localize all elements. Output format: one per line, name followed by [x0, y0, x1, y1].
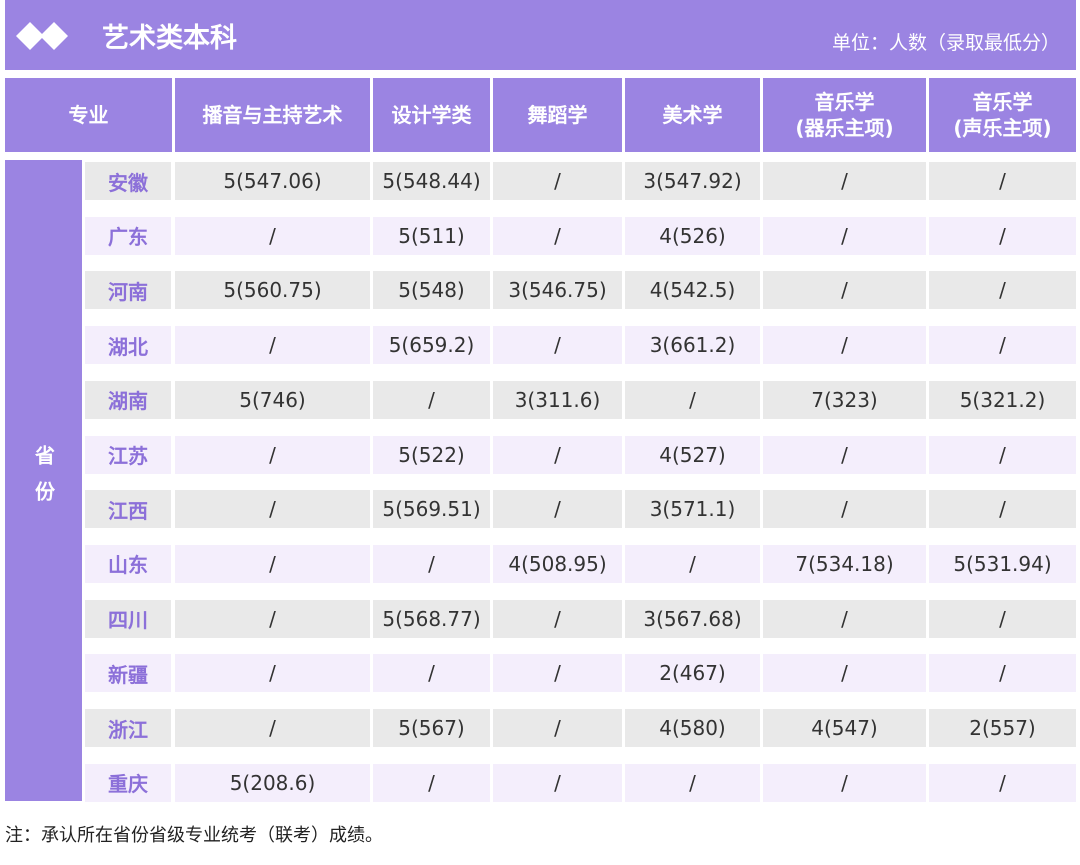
table-cell: 4(527) — [625, 435, 760, 474]
table-cell: / — [929, 599, 1076, 638]
table-cell: / — [929, 490, 1076, 529]
table-cell: 5(531.94) — [929, 544, 1076, 583]
diamond-icon — [16, 22, 68, 50]
table-cell: 5(746) — [175, 380, 370, 419]
table-cell: 3(547.92) — [625, 162, 760, 200]
province: 江西 — [85, 490, 171, 529]
table-cell: / — [175, 216, 370, 255]
table-cell: / — [929, 271, 1076, 310]
province: 新疆 — [85, 654, 171, 693]
table-cell: / — [929, 162, 1076, 200]
table-cell: / — [929, 435, 1076, 474]
table-cell: / — [763, 326, 926, 365]
table-cell: 4(542.5) — [625, 271, 760, 310]
column-header: 音乐学 (器乐主项) — [763, 78, 926, 152]
table-cell: 5(659.2) — [373, 326, 490, 365]
table-cell: / — [373, 380, 490, 419]
province: 湖南 — [85, 380, 171, 419]
table-cell: 2(557) — [929, 709, 1076, 747]
table-cell: / — [929, 326, 1076, 365]
corner-header: 专业 — [5, 78, 172, 152]
table-cell: 5(321.2) — [929, 380, 1076, 419]
table-cell: / — [175, 326, 370, 365]
table-cell: / — [625, 380, 760, 419]
table-cell: 4(547) — [763, 709, 926, 747]
table-cell: / — [493, 216, 622, 255]
table-cell: / — [175, 709, 370, 747]
table-cell: / — [373, 654, 490, 693]
column-header: 舞蹈学 — [493, 78, 622, 152]
table-cell: / — [763, 599, 926, 638]
table-cell: / — [763, 271, 926, 310]
table-cell: / — [493, 326, 622, 365]
table-cell: / — [625, 763, 760, 802]
table-cell: / — [929, 654, 1076, 693]
province: 湖北 — [85, 326, 171, 365]
province: 山东 — [85, 544, 171, 583]
column-header: 美术学 — [625, 78, 760, 152]
province: 重庆 — [85, 763, 171, 802]
table-cell: / — [493, 435, 622, 474]
table-cell: 7(323) — [763, 380, 926, 419]
province: 安徽 — [85, 162, 171, 200]
column-header: 音乐学 (声乐主项) — [929, 78, 1076, 152]
table-cell: 3(571.1) — [625, 490, 760, 529]
table-cell: / — [763, 490, 926, 529]
table-cell: / — [373, 544, 490, 583]
table-cell: 5(511) — [373, 216, 490, 255]
province: 浙江 — [85, 709, 171, 747]
table-cell: / — [929, 763, 1076, 802]
province: 广东 — [85, 216, 171, 255]
table-cell: 4(526) — [625, 216, 760, 255]
table-cell: / — [929, 216, 1076, 255]
table-cell: / — [493, 490, 622, 529]
table-cell: 5(567) — [373, 709, 490, 747]
table-cell: 5(569.51) — [373, 490, 490, 529]
title: 艺术类本科 — [102, 22, 237, 54]
table-cell: / — [373, 763, 490, 802]
table-cell: 5(568.77) — [373, 599, 490, 638]
province: 四川 — [85, 599, 171, 638]
table-cell: / — [493, 763, 622, 802]
table-cell: 7(534.18) — [763, 544, 926, 583]
table-cell: / — [763, 216, 926, 255]
table-cell: 2(467) — [625, 654, 760, 693]
table-cell: 4(580) — [625, 709, 760, 747]
table-cell: 3(661.2) — [625, 326, 760, 365]
table-cell: / — [175, 435, 370, 474]
table-cell: 5(548) — [373, 271, 490, 310]
column-header: 设计学类 — [373, 78, 490, 152]
footer-note: 注：承认所在省份省级专业统考（联考）成绩。 — [5, 825, 383, 846]
table-cell: / — [493, 162, 622, 200]
table-cell: / — [763, 654, 926, 693]
table-cell: / — [175, 544, 370, 583]
table-cell: 5(208.6) — [175, 763, 370, 802]
table-cell: 3(311.6) — [493, 380, 622, 419]
table-cell: / — [175, 654, 370, 693]
table-cell: 5(522) — [373, 435, 490, 474]
table-cell: / — [763, 162, 926, 200]
table-cell: 4(508.95) — [493, 544, 622, 583]
table-cell: 5(547.06) — [175, 162, 370, 200]
table-cell: 5(548.44) — [373, 162, 490, 200]
province: 河南 — [85, 271, 171, 310]
table-cell: / — [175, 599, 370, 638]
table-cell: / — [763, 763, 926, 802]
table-cell: / — [763, 435, 926, 474]
table-cell: / — [493, 599, 622, 638]
table-cell: 3(567.68) — [625, 599, 760, 638]
row-group: 省份 — [5, 160, 82, 801]
table-cell: 3(546.75) — [493, 271, 622, 310]
table-cell: 5(560.75) — [175, 271, 370, 310]
table-cell: / — [493, 654, 622, 693]
unit: 单位：人数（录取最低分） — [831, 31, 1060, 54]
column-header: 播音与主持艺术 — [175, 78, 370, 152]
table-cell: / — [493, 709, 622, 747]
table-cell: / — [625, 544, 760, 583]
title-bar — [5, 0, 1076, 70]
province: 江苏 — [85, 435, 171, 474]
table-cell: / — [175, 490, 370, 529]
